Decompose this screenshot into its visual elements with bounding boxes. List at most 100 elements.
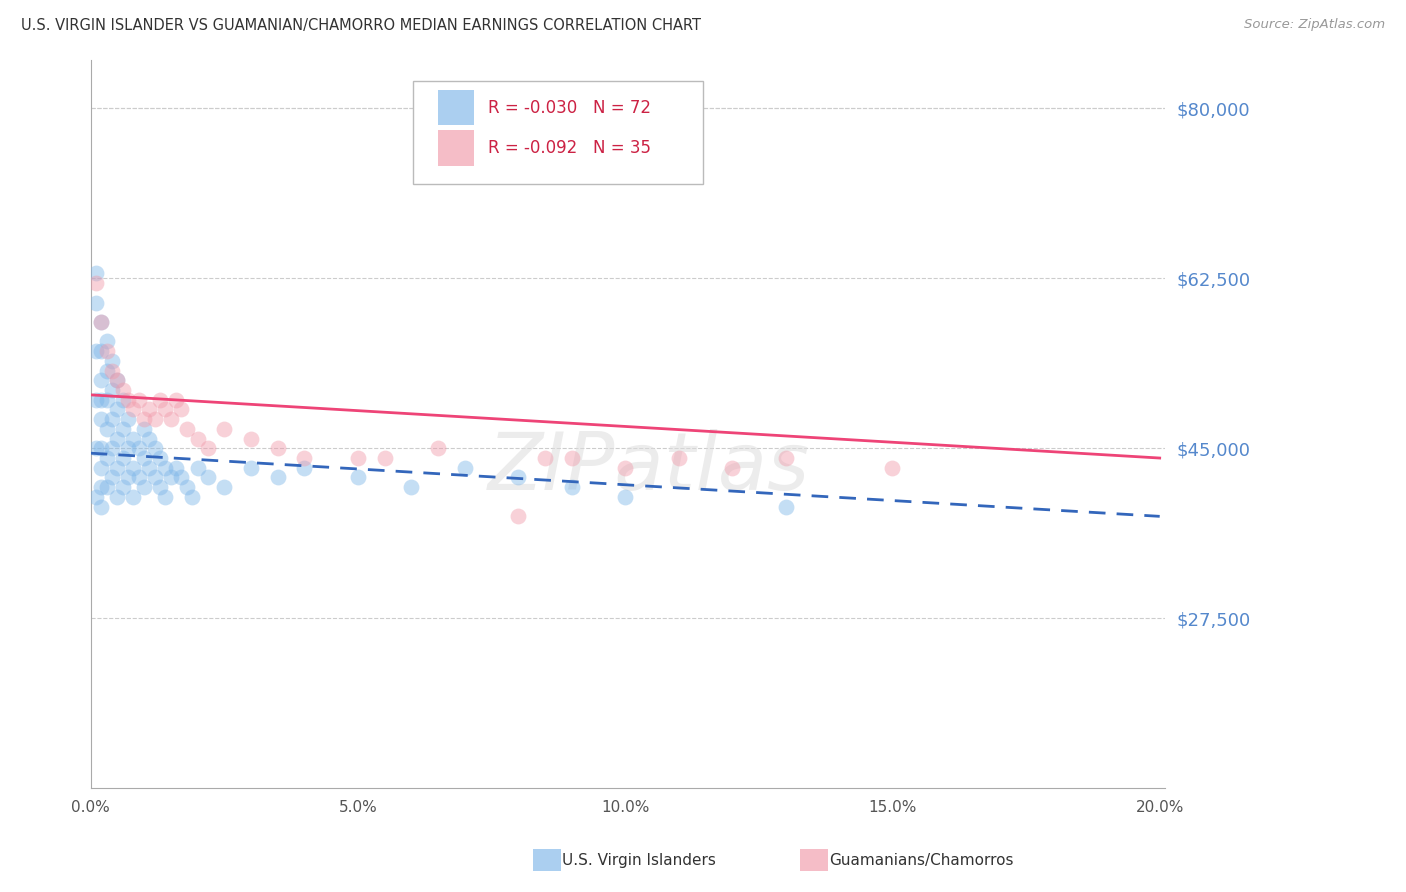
Point — [561, 480, 583, 494]
Point — [105, 402, 128, 417]
Text: R = -0.092   N = 35: R = -0.092 N = 35 — [488, 139, 651, 157]
Point — [132, 422, 155, 436]
Point — [170, 402, 193, 417]
Point — [374, 450, 396, 465]
Point — [105, 373, 128, 387]
Point — [90, 373, 112, 387]
Point — [117, 442, 139, 456]
Point — [90, 315, 112, 329]
Point — [101, 442, 124, 456]
Point — [111, 480, 134, 494]
Point — [165, 392, 187, 407]
Point — [105, 460, 128, 475]
Text: Source: ZipAtlas.com: Source: ZipAtlas.com — [1244, 18, 1385, 31]
Point — [197, 470, 219, 484]
Point — [614, 490, 637, 504]
Point — [101, 470, 124, 484]
Point — [155, 460, 177, 475]
Point — [128, 470, 150, 484]
Text: R = -0.030   N = 72: R = -0.030 N = 72 — [488, 99, 651, 117]
Point — [84, 295, 107, 310]
Point — [105, 432, 128, 446]
Point — [90, 392, 112, 407]
Point — [155, 490, 177, 504]
Point — [101, 354, 124, 368]
Point — [138, 460, 160, 475]
Point — [454, 460, 477, 475]
Point — [111, 392, 134, 407]
Point — [101, 363, 124, 377]
Point — [96, 363, 118, 377]
Point — [138, 402, 160, 417]
Point — [427, 442, 450, 456]
Point — [84, 490, 107, 504]
Point — [122, 432, 145, 446]
Point — [117, 392, 139, 407]
Point — [96, 480, 118, 494]
Point — [240, 460, 263, 475]
Point — [101, 383, 124, 397]
Point — [111, 450, 134, 465]
Text: U.S. Virgin Islanders: U.S. Virgin Islanders — [562, 854, 716, 868]
Point — [347, 450, 370, 465]
Point — [149, 480, 172, 494]
Point — [775, 450, 797, 465]
Point — [165, 460, 187, 475]
Point — [614, 460, 637, 475]
Point — [117, 470, 139, 484]
Point — [534, 450, 557, 465]
Point — [111, 422, 134, 436]
Point — [90, 412, 112, 426]
Point — [117, 412, 139, 426]
Point — [159, 470, 181, 484]
Point — [90, 344, 112, 359]
Point — [149, 392, 172, 407]
Point — [96, 450, 118, 465]
Point — [122, 490, 145, 504]
Point — [128, 442, 150, 456]
FancyBboxPatch shape — [437, 130, 474, 166]
Point — [84, 392, 107, 407]
Point — [90, 480, 112, 494]
Point — [294, 460, 316, 475]
Point — [128, 392, 150, 407]
Point — [84, 266, 107, 280]
Point — [508, 470, 530, 484]
Point — [96, 392, 118, 407]
FancyBboxPatch shape — [437, 90, 474, 126]
Text: ZIPatlas: ZIPatlas — [488, 429, 810, 507]
Point — [561, 450, 583, 465]
Point — [90, 315, 112, 329]
Point — [132, 412, 155, 426]
Point — [105, 490, 128, 504]
Point — [149, 450, 172, 465]
Point — [240, 432, 263, 446]
Point — [96, 422, 118, 436]
Text: U.S. VIRGIN ISLANDER VS GUAMANIAN/CHAMORRO MEDIAN EARNINGS CORRELATION CHART: U.S. VIRGIN ISLANDER VS GUAMANIAN/CHAMOR… — [21, 18, 702, 33]
Point — [84, 344, 107, 359]
Point — [96, 334, 118, 349]
Point — [170, 470, 193, 484]
Point — [90, 460, 112, 475]
Point — [181, 490, 204, 504]
Point — [347, 470, 370, 484]
Point — [96, 344, 118, 359]
Point — [401, 480, 423, 494]
Point — [90, 442, 112, 456]
Point — [882, 460, 904, 475]
FancyBboxPatch shape — [413, 81, 703, 184]
Text: Guamanians/Chamorros: Guamanians/Chamorros — [830, 854, 1014, 868]
Point — [186, 432, 208, 446]
Point — [267, 442, 290, 456]
Point — [132, 480, 155, 494]
Point — [212, 422, 235, 436]
Point — [668, 450, 690, 465]
Point — [143, 412, 166, 426]
Point — [143, 442, 166, 456]
Point — [775, 500, 797, 514]
Point — [186, 460, 208, 475]
Point — [90, 500, 112, 514]
Point — [176, 422, 198, 436]
Point — [105, 373, 128, 387]
Point — [143, 470, 166, 484]
